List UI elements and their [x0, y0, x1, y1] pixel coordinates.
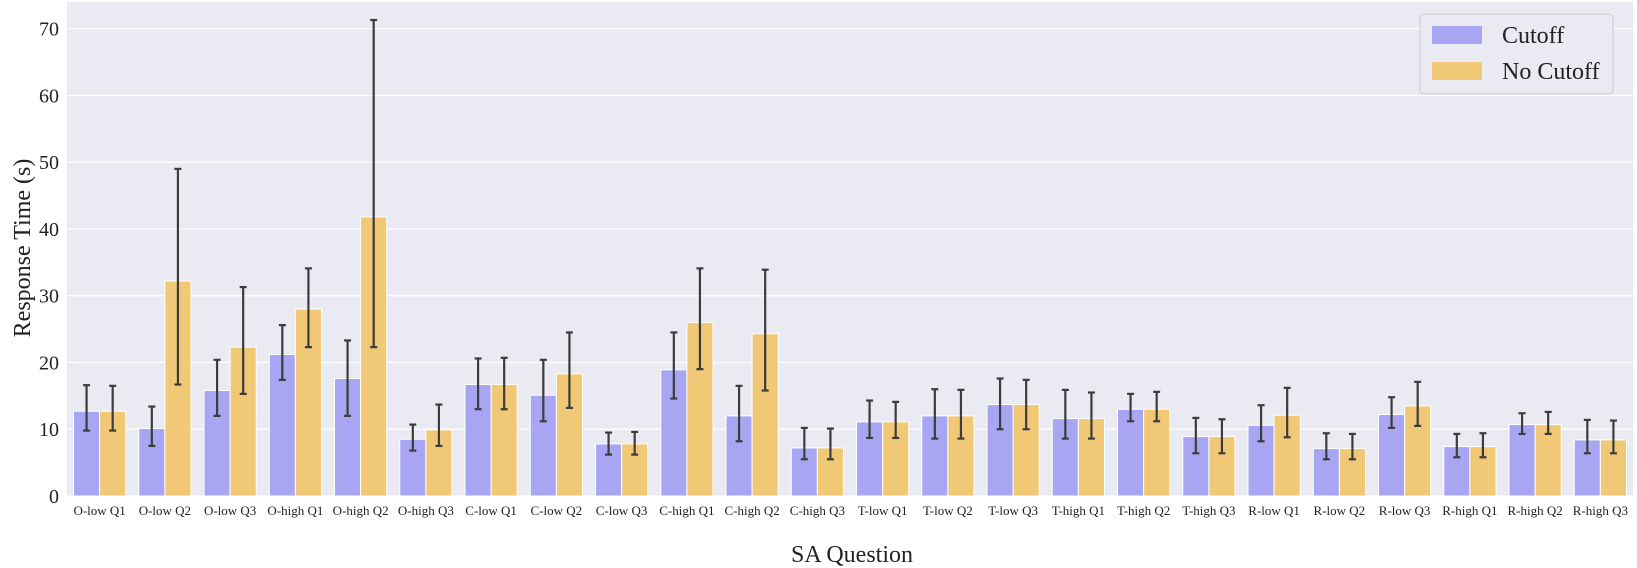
x-tick-label: C-high Q1: [659, 503, 714, 518]
y-tick-label: 40: [39, 219, 59, 241]
x-tick-label: C-low Q1: [465, 503, 517, 518]
y-tick-label: 70: [39, 19, 59, 41]
x-tick-label: C-low Q2: [531, 503, 583, 518]
x-tick-label: T-low Q1: [858, 503, 908, 518]
x-tick-labels: O-low Q1 O-low Q2 O-low Q3 O-high Q1 O-high …: [73, 503, 1628, 518]
x-tick-label: O-low Q1: [73, 503, 125, 518]
plot-background: [67, 2, 1633, 496]
bar: [555, 373, 583, 497]
legend: Cutoff No Cutoff: [1419, 13, 1614, 95]
bar: [1077, 418, 1105, 497]
gridlines: [67, 28, 1633, 497]
x-tick-label: T-high Q2: [1117, 503, 1170, 518]
y-tick-label: 50: [39, 152, 59, 174]
x-tick-label: C-low Q3: [596, 503, 648, 518]
legend-swatch: [1432, 26, 1482, 44]
y-tick-label: 30: [39, 286, 59, 308]
x-tick-label: R-high Q3: [1573, 503, 1628, 518]
y-axis-label: Response Time (s): [10, 159, 36, 338]
x-tick-label: R-low Q1: [1248, 503, 1300, 518]
bar: [1143, 408, 1171, 497]
x-tick-label: R-low Q3: [1379, 503, 1431, 518]
x-tick-label: T-high Q3: [1182, 503, 1235, 518]
y-tick-labels: 0 10 20 30 40 50 60 70: [39, 19, 59, 508]
x-tick-label: O-low Q3: [204, 503, 256, 518]
x-tick-label: C-high Q2: [725, 503, 780, 518]
x-tick-label: T-high Q1: [1052, 503, 1105, 518]
x-axis-label: SA Question: [791, 542, 913, 568]
x-tick-label: O-high Q1: [267, 503, 323, 518]
legend-swatch: [1432, 62, 1482, 80]
y-tick-label: 20: [39, 352, 59, 374]
x-tick-label: O-low Q2: [139, 503, 191, 518]
y-tick-label: 60: [39, 85, 59, 107]
y-tick-label: 0: [49, 486, 59, 508]
x-tick-label: T-low Q2: [923, 503, 973, 518]
x-tick-label: C-high Q3: [790, 503, 845, 518]
bar: [1508, 424, 1536, 497]
legend-label: Cutoff: [1502, 23, 1564, 49]
x-tick-label: R-high Q1: [1442, 503, 1497, 518]
x-tick-label: O-high Q2: [333, 503, 389, 518]
x-tick-label: R-high Q2: [1508, 503, 1563, 518]
error-bars: [83, 18, 1617, 461]
y-tick-label: 10: [39, 419, 59, 441]
bar: [1534, 424, 1562, 497]
x-tick-label: R-low Q2: [1314, 503, 1366, 518]
x-tick-label: O-high Q3: [398, 503, 454, 518]
legend-label: No Cutoff: [1502, 59, 1600, 85]
x-tick-label: T-low Q3: [988, 503, 1038, 518]
